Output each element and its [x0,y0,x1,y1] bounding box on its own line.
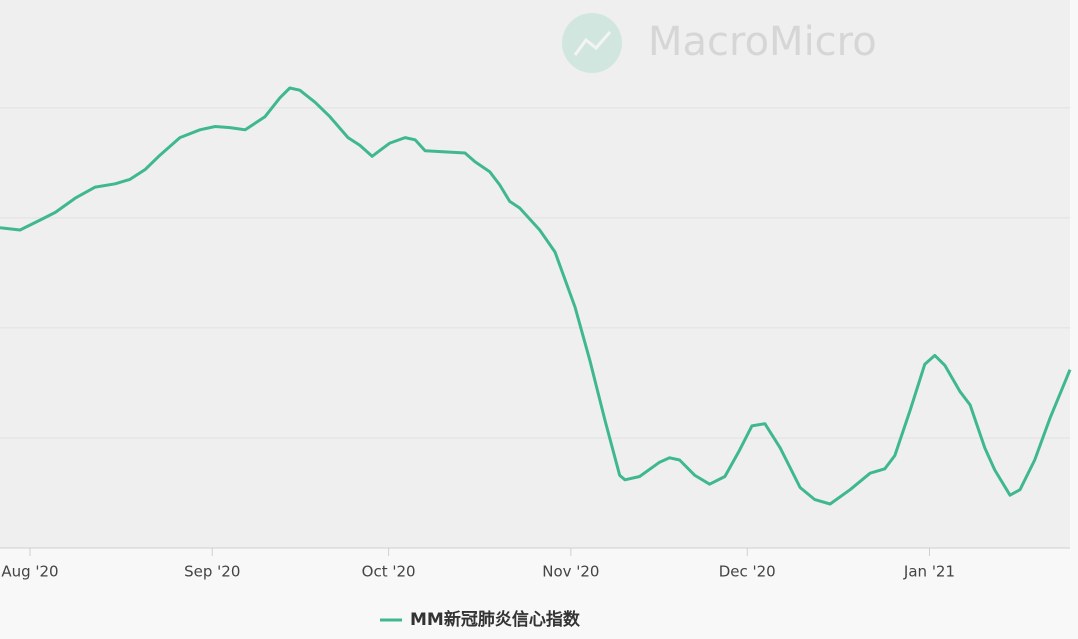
plot-background [0,0,1070,548]
data-line [0,86,1072,506]
legend-label[interactable]: MM新冠肺炎信心指数 [410,609,581,630]
x-tick-label: Dec '20 [719,563,776,581]
watermark-logo [562,13,622,73]
x-tick-label: Nov '20 [542,563,599,581]
watermark: MacroMicro [648,19,877,65]
x-tick-label: Sep '20 [184,563,240,581]
x-tick-label: Aug '20 [1,563,58,581]
x-tick-label: Jan '21 [903,563,955,581]
x-tick-label: Oct '20 [362,563,416,581]
